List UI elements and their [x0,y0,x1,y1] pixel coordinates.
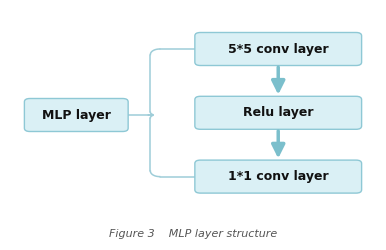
Text: Figure 3    MLP layer structure: Figure 3 MLP layer structure [109,230,277,239]
FancyBboxPatch shape [195,96,362,129]
FancyBboxPatch shape [24,98,128,132]
Text: 5*5 conv layer: 5*5 conv layer [228,42,328,56]
FancyBboxPatch shape [195,32,362,66]
Text: 1*1 conv layer: 1*1 conv layer [228,170,328,183]
Text: MLP layer: MLP layer [42,108,111,122]
Text: Relu layer: Relu layer [243,106,313,119]
FancyBboxPatch shape [195,160,362,193]
